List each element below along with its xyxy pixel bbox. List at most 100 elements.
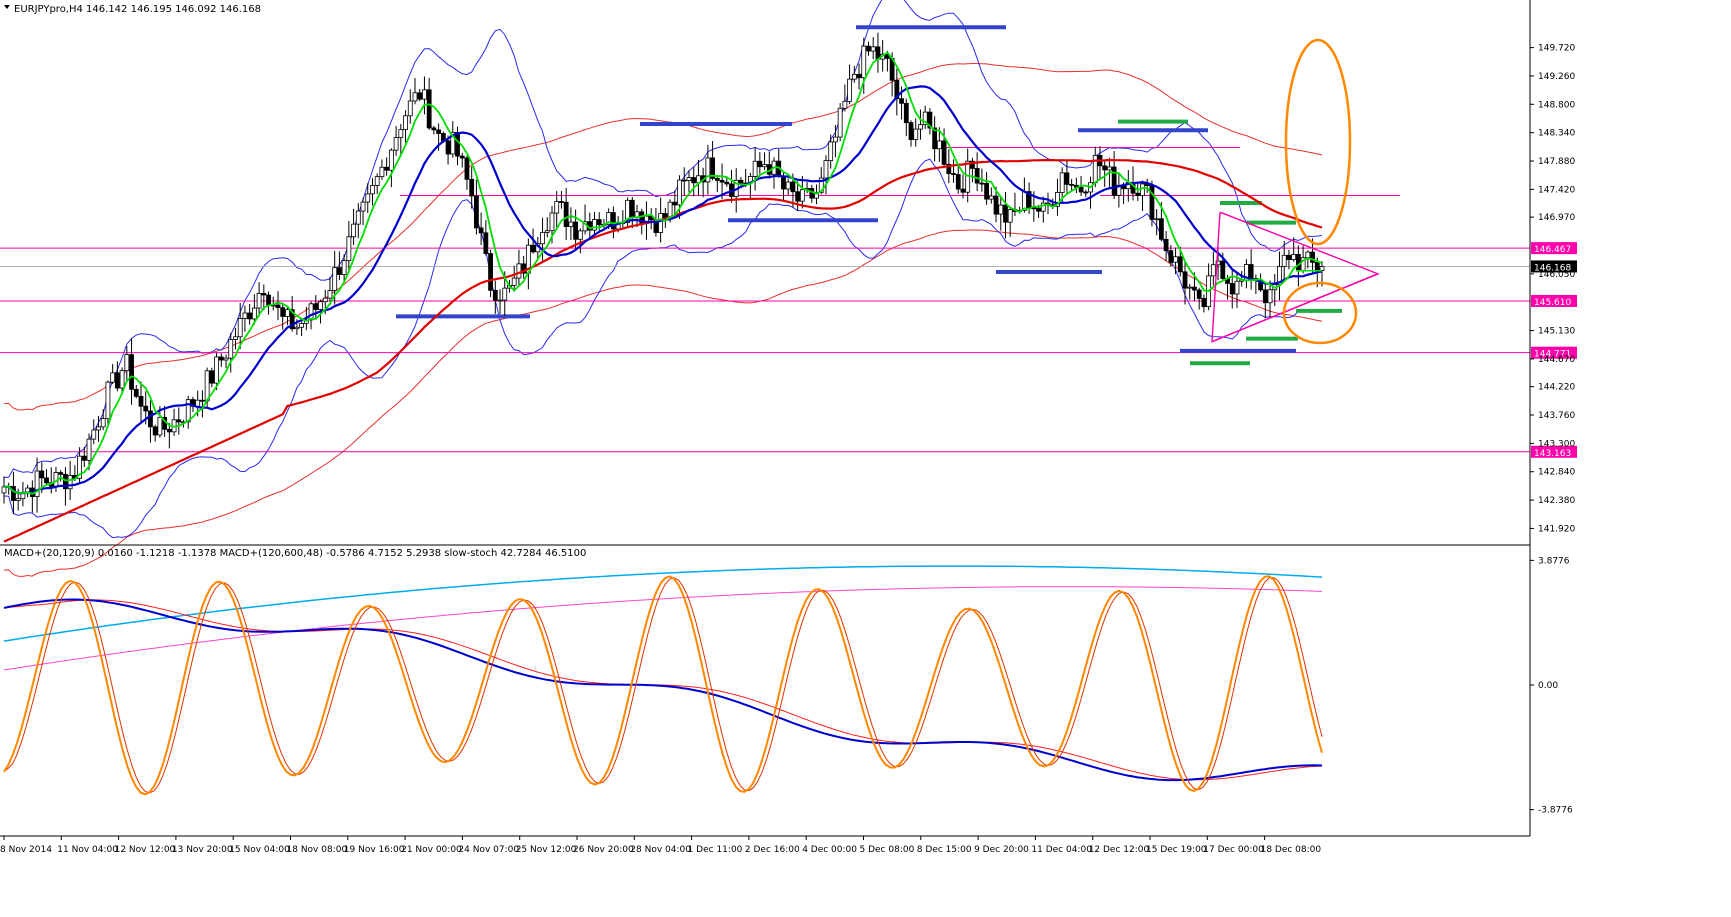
candle-body: [450, 131, 456, 155]
candle-body: [407, 100, 413, 117]
candle-body: [993, 195, 999, 215]
x-tick-label: 11 Dec 04:00: [1031, 845, 1092, 855]
candle-body: [932, 127, 938, 150]
candle-body: [540, 231, 545, 245]
horizontal-levels: 146.467 145.610 144.771 143.163 146.168: [0, 146, 1577, 459]
candle-body: [86, 438, 92, 461]
candle-body: [861, 45, 867, 79]
candle-body: [1267, 289, 1273, 304]
candle-body: [15, 498, 21, 501]
osc-y-tick-label: 0.00: [1538, 681, 1558, 691]
candle-body: [492, 289, 498, 301]
x-tick-label: 28 Nov 04:00: [630, 845, 691, 855]
oscillator-panel: [3, 565, 1323, 796]
x-tick-label: 12 Nov 12:00: [115, 845, 176, 855]
y-tick-label: 143.300: [1538, 439, 1575, 449]
candle-body: [502, 287, 508, 301]
candle-body: [1286, 254, 1292, 261]
candle-body: [39, 470, 45, 479]
candle-body: [214, 356, 219, 384]
candle-body: [979, 182, 985, 185]
candle-body: [549, 212, 555, 232]
candle-body: [1055, 192, 1060, 207]
candle-body: [984, 182, 989, 200]
x-tick-label: 17 Dec 00:00: [1203, 845, 1264, 855]
candle-body: [511, 277, 517, 286]
candle-body: [63, 473, 68, 490]
y-tick-label: 148.800: [1538, 100, 1575, 110]
candle-body: [563, 201, 569, 228]
candle-body: [1291, 253, 1297, 261]
candle-body: [1310, 251, 1315, 263]
y-tick-label: 149.260: [1538, 72, 1575, 82]
candle-body: [431, 127, 437, 131]
candle-body: [96, 426, 101, 431]
candle-body: [289, 309, 295, 330]
candle-body: [360, 201, 366, 212]
ma-fast-line: [3, 51, 1323, 495]
candle-body: [422, 89, 427, 100]
candle-body: [100, 418, 106, 428]
x-tick-label: 8 Dec 15:00: [917, 845, 972, 855]
candle-body: [1111, 166, 1117, 196]
candle-body: [133, 388, 139, 397]
candle-body: [833, 136, 838, 143]
candle-body: [1182, 271, 1188, 289]
candle-body: [1177, 256, 1183, 273]
candle-body: [1305, 251, 1311, 259]
candle-body: [275, 304, 281, 309]
x-tick-label: 18 Dec 08:00: [1261, 845, 1322, 855]
drawn-shapes: [1211, 38, 1380, 345]
candle-body: [946, 163, 952, 174]
candle-body: [544, 230, 550, 233]
candle-body: [1196, 289, 1202, 299]
candle-body: [478, 227, 484, 234]
level-label: 145.610: [1534, 298, 1571, 308]
candle-body: [658, 213, 664, 233]
candle-body: [719, 179, 725, 183]
level-badge: [1531, 242, 1577, 255]
candle-body: [1295, 253, 1301, 271]
candle-body: [1281, 254, 1287, 267]
candle-body: [497, 299, 503, 302]
candle-body: [1083, 191, 1089, 194]
level-label: 143.163: [1534, 449, 1571, 459]
macd-slow-line: [3, 565, 1323, 642]
candle-body: [81, 455, 87, 461]
candle-body: [870, 46, 876, 52]
candle-body: [988, 195, 994, 200]
y-tick-label: 145.130: [1538, 327, 1575, 337]
x-tick-label: 9 Dec 20:00: [974, 845, 1029, 855]
candle-body: [1262, 289, 1268, 304]
candle-body: [1092, 155, 1098, 184]
candle-body: [1059, 172, 1065, 193]
y-tick-label: 147.420: [1538, 185, 1575, 195]
y-tick-label: 142.380: [1538, 496, 1575, 506]
x-tick-label: 26 Nov 20:00: [573, 845, 634, 855]
candle-body: [148, 410, 153, 428]
y-tick-label: 146.050: [1538, 270, 1575, 280]
candle-body: [228, 339, 234, 359]
x-tick-label: 11 Nov 04:00: [57, 845, 118, 855]
candle-body: [1003, 204, 1008, 223]
candle-body: [927, 111, 933, 129]
candle-body: [313, 303, 319, 310]
candle-body: [790, 181, 796, 193]
candle-body: [403, 115, 408, 131]
x-tick-label: 25 Nov 12:00: [516, 845, 577, 855]
candle-body: [530, 244, 536, 253]
candle-body: [818, 177, 824, 193]
candle-body: [1107, 166, 1112, 171]
candle-body: [1102, 165, 1108, 171]
candle-body: [204, 370, 210, 402]
candle-body: [337, 267, 342, 275]
chevron-down-icon[interactable]: [4, 5, 10, 9]
candle-body: [110, 372, 116, 383]
candle-body: [1158, 218, 1164, 240]
candle-body: [67, 474, 73, 490]
y-tick-label: 141.920: [1538, 524, 1575, 534]
osc-y-tick-label: 3.8776: [1538, 556, 1570, 566]
candle-body: [1040, 202, 1046, 212]
candle-body: [261, 293, 267, 296]
